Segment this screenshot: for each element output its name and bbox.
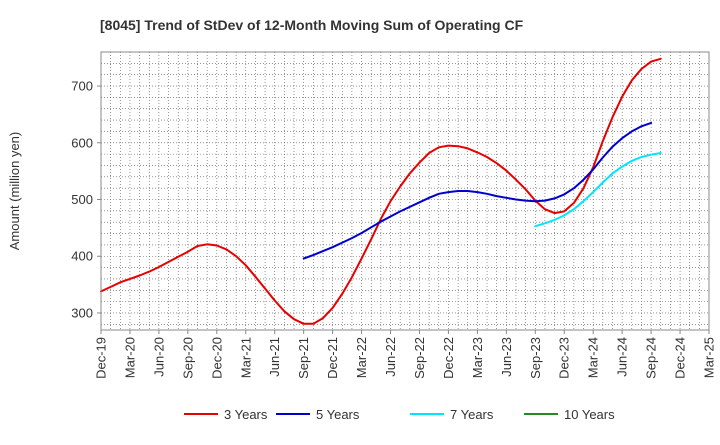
series-line-5-years xyxy=(302,121,653,260)
y-tick-label: 500 xyxy=(71,192,93,207)
plot-frame xyxy=(100,51,710,331)
y-tick-label: 600 xyxy=(71,135,93,150)
x-tick-label: Sep-22 xyxy=(412,337,427,379)
legend-label-10-years: 10 Years xyxy=(564,407,615,422)
y-tick-label: 300 xyxy=(71,305,93,320)
x-tick-label: Mar-23 xyxy=(470,337,485,378)
y-tick-label: 700 xyxy=(71,79,93,94)
series-line-3-years xyxy=(100,57,662,325)
y-tick-labels: 300 400 500 600 700 xyxy=(71,79,101,320)
x-tick-label: Jun-21 xyxy=(267,337,282,377)
x-tick-label: Sep-23 xyxy=(528,337,543,379)
series-lines xyxy=(100,57,662,325)
legend-label-7-years: 7 Years xyxy=(450,407,494,422)
x-tick-label: Mar-25 xyxy=(702,337,717,378)
x-tick-label: Jun-20 xyxy=(151,337,166,377)
y-axis-label: Amount (million yen) xyxy=(7,132,22,251)
chart-title: [8045] Trend of StDev of 12-Month Moving… xyxy=(100,17,524,33)
x-tick-label: Mar-21 xyxy=(238,337,253,378)
legend: 3 Years 5 Years 7 Years 10 Years xyxy=(184,407,615,422)
x-tick-label: Mar-20 xyxy=(123,337,138,378)
x-tick-label: Dec-20 xyxy=(209,337,224,379)
x-tick-label: Mar-24 xyxy=(586,337,601,378)
series-line-7-years xyxy=(534,152,662,228)
x-tick-label: Sep-20 xyxy=(180,337,195,379)
x-tick-label: Dec-21 xyxy=(325,337,340,379)
x-tick-label: Dec-22 xyxy=(441,337,456,379)
x-tick-labels: Dec-19 Mar-20 Jun-20 Sep-20 Dec-20 Mar-21 Jun-… xyxy=(94,330,717,379)
x-tick-label: Dec-19 xyxy=(94,337,109,379)
x-tick-label: Sep-24 xyxy=(644,337,659,379)
x-tick-label: Mar-22 xyxy=(354,337,369,378)
x-tick-label: Dec-23 xyxy=(557,337,572,379)
x-tick-label: Dec-24 xyxy=(673,337,688,379)
x-tick-label: Sep-21 xyxy=(296,337,311,379)
grid-lines xyxy=(100,52,710,330)
plot-border xyxy=(100,51,710,331)
x-tick-label: Jun-23 xyxy=(499,337,514,377)
legend-label-3-years: 3 Years xyxy=(224,407,268,422)
y-tick-label: 400 xyxy=(71,249,93,264)
x-tick-label: Jun-24 xyxy=(615,337,630,377)
x-tick-label: Jun-22 xyxy=(383,337,398,377)
legend-label-5-years: 5 Years xyxy=(316,407,360,422)
